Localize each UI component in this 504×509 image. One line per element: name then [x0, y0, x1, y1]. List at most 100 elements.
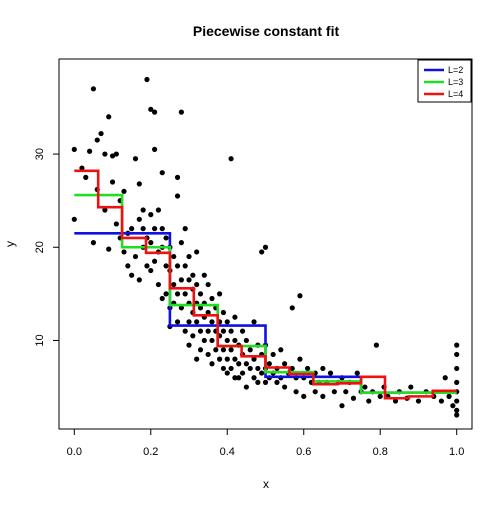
data-point: [377, 393, 383, 399]
data-point: [163, 263, 169, 269]
data-point: [90, 86, 97, 92]
data-point: [186, 253, 192, 260]
data-point: [224, 356, 230, 362]
data-point: [247, 365, 253, 372]
legend-label: L=3: [448, 77, 463, 87]
data-point: [205, 351, 211, 358]
data-point: [148, 106, 154, 112]
data-point: [228, 156, 234, 162]
y-tick-label: 30: [34, 148, 46, 160]
data-point: [373, 342, 379, 348]
data-point: [194, 356, 200, 362]
data-point: [392, 398, 399, 404]
data-point: [171, 281, 177, 288]
data-point: [159, 170, 165, 176]
data-point: [362, 384, 368, 390]
data-point: [205, 281, 211, 288]
data-point: [327, 370, 334, 376]
data-point: [438, 398, 445, 404]
data-point: [454, 351, 460, 358]
data-point: [102, 207, 108, 213]
legend-label: L=4: [448, 89, 463, 99]
data-point: [354, 370, 360, 376]
data-point: [232, 314, 238, 320]
data-point: [121, 188, 127, 194]
x-tick-label: 0.6: [296, 446, 311, 458]
data-point: [174, 193, 181, 199]
data-point: [129, 272, 135, 278]
data-point: [140, 207, 146, 213]
data-point: [220, 365, 227, 372]
data-point: [148, 267, 154, 274]
data-point: [182, 328, 188, 334]
x-axis: 0.0 0.2 0.4 0.6 0.8 1.0: [67, 428, 464, 458]
data-point: [312, 389, 318, 395]
data-point: [217, 356, 223, 362]
data-point: [106, 246, 112, 252]
data-point: [350, 395, 357, 401]
data-point: [297, 356, 303, 362]
data-point: [228, 365, 234, 372]
data-point: [454, 365, 460, 372]
data-point: [152, 258, 158, 264]
data-point: [197, 291, 204, 297]
data-point: [178, 277, 184, 283]
data-point: [297, 293, 303, 299]
y-axis-label: y: [3, 241, 17, 247]
legend-label: L=2: [448, 65, 463, 75]
data-point: [217, 291, 223, 297]
data-point: [148, 240, 154, 246]
data-point: [194, 319, 200, 325]
data-point: [320, 365, 326, 372]
series-line-3: [74, 169, 457, 400]
x-tick-label: 0.2: [143, 446, 158, 458]
data-point: [132, 156, 139, 162]
data-point: [144, 76, 150, 83]
data-point: [289, 365, 295, 372]
data-point: [239, 328, 246, 334]
data-point: [247, 347, 253, 353]
data-point: [186, 319, 192, 325]
data-point: [136, 181, 142, 187]
series-line-2: [74, 193, 457, 394]
data-point: [454, 398, 460, 404]
data-point: [171, 253, 177, 260]
data-point: [220, 328, 227, 334]
data-point: [220, 309, 227, 316]
data-point: [266, 361, 272, 367]
data-point: [209, 361, 215, 367]
data-point: [232, 337, 238, 344]
data-point: [262, 244, 269, 250]
data-point: [194, 249, 200, 255]
data-point: [106, 114, 112, 120]
data-point: [144, 263, 150, 269]
data-point: [201, 272, 207, 278]
data-point: [339, 403, 345, 409]
data-point: [239, 370, 246, 376]
data-point: [205, 328, 211, 334]
x-axis-label: x: [263, 477, 269, 491]
x-tick-label: 0.8: [373, 446, 388, 458]
data-point: [228, 328, 234, 334]
step-lines: [74, 169, 457, 400]
data-point: [190, 333, 196, 339]
data-point: [224, 319, 230, 325]
data-point: [98, 130, 104, 137]
data-point: [209, 295, 215, 302]
data-point: [197, 347, 204, 353]
data-point: [178, 109, 184, 115]
x-tick-label: 0.0: [67, 446, 82, 458]
data-point: [197, 328, 204, 334]
data-point: [152, 226, 158, 232]
data-point: [136, 216, 142, 222]
data-point: [243, 337, 249, 344]
data-point: [224, 370, 230, 376]
data-point: [102, 151, 108, 157]
data-point: [232, 356, 238, 362]
data-point: [251, 356, 257, 362]
data-point: [152, 146, 158, 153]
data-point: [178, 305, 184, 311]
data-point: [251, 319, 257, 325]
y-tick-label: 10: [34, 334, 46, 346]
